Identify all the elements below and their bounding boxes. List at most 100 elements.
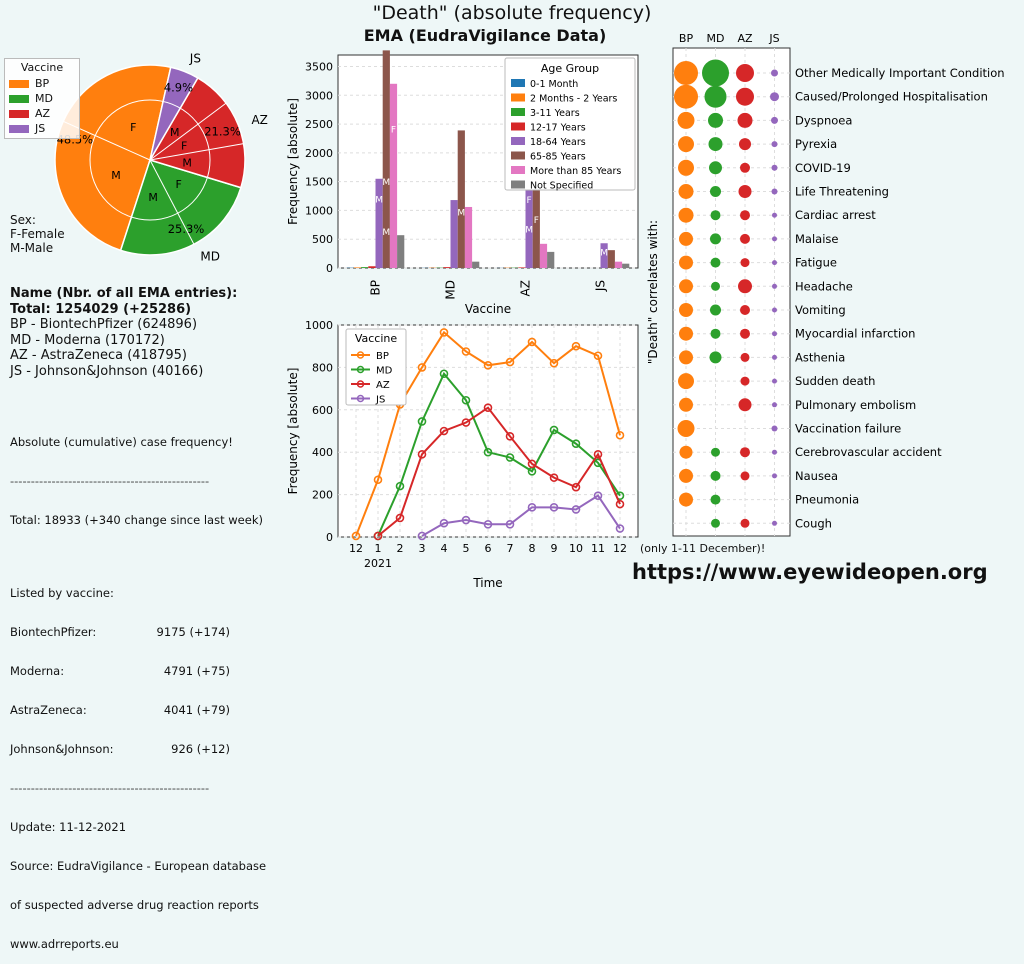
bubble-js	[772, 308, 777, 313]
bubble-az	[740, 163, 750, 173]
cumulative-box: Absolute (cumulative) case frequency! --…	[10, 410, 266, 964]
bar-y-tick-label: 1500	[305, 176, 333, 189]
line-x-tick-label: 10	[569, 542, 583, 555]
bubble-js	[771, 70, 778, 77]
legend-label: AZ	[35, 107, 50, 120]
bar-bp-3	[368, 266, 375, 268]
bubble-az	[740, 329, 750, 339]
cum-total: Total: 18933 (+340 change since last wee…	[10, 514, 266, 527]
bar-legend-title: Age Group	[541, 62, 599, 75]
bar-bp-2	[361, 267, 368, 268]
bar-sex-label: M	[465, 176, 473, 186]
line-x-tick-label: 12	[613, 542, 627, 555]
bubble-md	[710, 305, 721, 316]
legend-swatch	[9, 95, 29, 103]
legend-swatch	[9, 125, 29, 133]
bar-y-tick-label: 1000	[305, 204, 333, 217]
bubble-bp	[678, 420, 695, 437]
bar-y-tick-label: 0	[326, 262, 333, 275]
bubble-md	[711, 519, 720, 528]
bubble-md	[711, 210, 721, 220]
bar-md-6	[465, 207, 472, 268]
cum-row: Moderna:4791 (+75)	[10, 665, 266, 678]
bubble-az	[741, 377, 750, 386]
bubble-row-label: Pyrexia	[795, 137, 837, 151]
bubble-bp	[678, 373, 694, 389]
legend-swatch	[9, 110, 29, 118]
cum-heading: Absolute (cumulative) case frequency!	[10, 436, 266, 449]
bubble-row-label: Cardiac arrest	[795, 208, 876, 222]
line-x-tick-label: 4	[441, 542, 448, 555]
pie-sex-label: M	[182, 156, 192, 169]
bubble-bp	[679, 256, 693, 270]
bubble-row-label: Life Threatening	[795, 185, 889, 199]
chart-subtitle: EMA (EudraVigilance Data)	[290, 26, 680, 45]
bubble-row-label: Sudden death	[795, 374, 875, 388]
bubble-md	[709, 161, 722, 174]
bubble-row-label: Nausea	[795, 469, 838, 483]
line-legend-label: MD	[376, 366, 393, 377]
pie-category-label: JS	[189, 52, 201, 66]
main-title: "Death" (absolute frequency)	[0, 2, 1024, 24]
cum-listed: Listed by vaccine:	[10, 587, 266, 600]
legend-label: MD	[35, 92, 53, 105]
bar-az-6	[540, 244, 547, 268]
bar-sex-label: M	[382, 228, 390, 238]
bubble-js	[772, 165, 778, 171]
bubble-md	[705, 86, 727, 108]
pie-sex-label: F	[181, 139, 187, 152]
bubble-js	[772, 213, 777, 218]
bubble-row-label: Cerebrovascular accident	[795, 445, 942, 459]
vaccine-names: Name (Nbr. of all EMA entries): Total: 1…	[10, 286, 237, 379]
bubble-az	[741, 353, 750, 362]
bubble-row-label: Headache	[795, 279, 853, 293]
bar-az-7	[547, 252, 554, 268]
bubble-bp	[678, 160, 694, 176]
line-x-tick-label: 11	[591, 542, 605, 555]
bubble-bp	[679, 232, 693, 246]
bar-legend-label: 3-11 Years	[530, 108, 580, 119]
bar-legend-swatch	[511, 94, 525, 102]
pie-legend-item: BP	[9, 76, 75, 91]
bar-sex-label: F	[377, 141, 382, 151]
bubble-js	[772, 284, 777, 289]
legend-label: JS	[35, 122, 45, 135]
bar-x-tick-label: AZ	[519, 280, 533, 296]
bar-legend-swatch	[511, 123, 525, 131]
line-y-tick-label: 1000	[305, 319, 333, 332]
pie-category-label: AZ	[251, 113, 267, 127]
cum-row-value: 4041 (+79)	[130, 704, 230, 717]
legend-label: BP	[35, 77, 49, 90]
pie-percent-label: 21.3%	[204, 125, 241, 139]
bubble-az	[739, 138, 751, 150]
source-line: of suspected adverse drug reaction repor…	[10, 899, 266, 912]
update-date: Update: 11-12-2021	[10, 821, 266, 834]
line-y-tick-label: 400	[312, 446, 333, 459]
bar-legend-label: 0-1 Month	[530, 79, 578, 90]
bubble-az	[739, 185, 752, 198]
cum-row-name: AstraZeneca:	[10, 704, 130, 717]
bubble-bp	[679, 208, 694, 223]
age-group-bar-chart: 0500100015002000250030003500FMFMMBPFMMMD…	[283, 45, 648, 315]
website-url[interactable]: https://www.eyewideopen.org	[632, 560, 988, 584]
bubble-row-label: Pulmonary embolism	[795, 398, 916, 412]
bar-y-tick-label: 500	[312, 233, 333, 246]
bubble-js	[772, 450, 777, 455]
cum-row-value: 9175 (+174)	[130, 626, 230, 639]
line-y-tick-label: 600	[312, 404, 333, 417]
cum-row-name: BiontechPfizer:	[10, 626, 130, 639]
name-line: MD - Moderna (170172)	[10, 333, 237, 349]
bar-bp-7	[397, 235, 404, 268]
cum-row: Johnson&Johnson:926 (+12)	[10, 743, 266, 756]
line-y-tick-label: 0	[326, 531, 333, 544]
bar-md-7	[472, 262, 479, 268]
bubble-bp	[679, 398, 693, 412]
bubble-md	[711, 471, 721, 481]
bar-legend-swatch	[511, 108, 525, 116]
cum-row-value: 4791 (+75)	[130, 665, 230, 678]
pie-sex-label: F	[130, 121, 136, 134]
bar-md-5	[458, 130, 465, 268]
bubble-bp	[679, 303, 693, 317]
bar-js-7	[622, 264, 629, 268]
names-total: Total: 1254029 (+25286)	[10, 302, 237, 318]
